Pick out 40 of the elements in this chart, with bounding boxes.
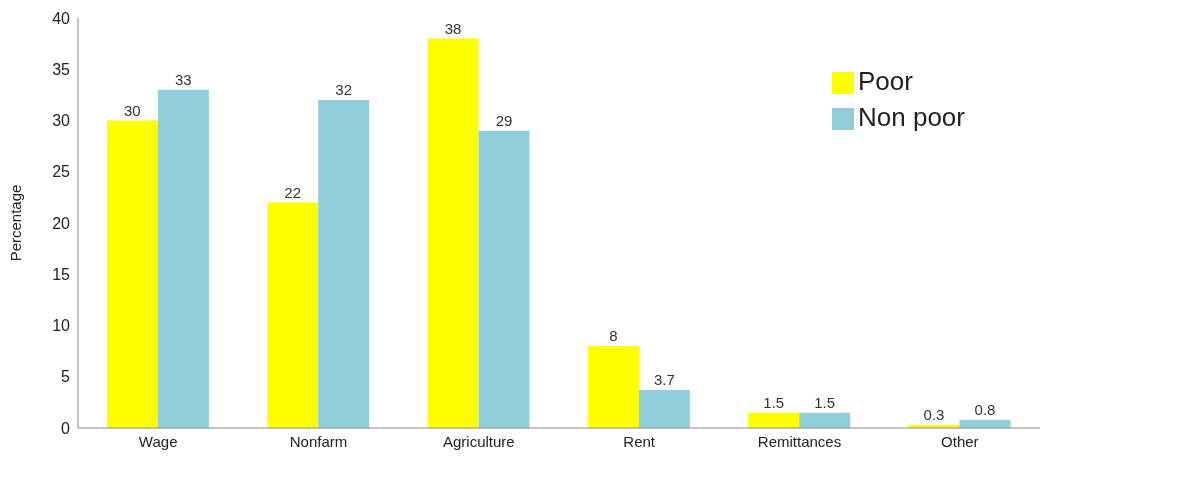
bar — [478, 130, 530, 428]
data-label: 22 — [284, 183, 302, 201]
bar — [748, 412, 800, 428]
bar — [427, 38, 479, 428]
y-tick-label: 15 — [52, 265, 71, 283]
bar — [638, 390, 690, 428]
data-label: 32 — [335, 81, 353, 98]
data-label: 1.5 — [814, 393, 836, 411]
bar — [267, 202, 319, 428]
data-label: 0.8 — [974, 400, 996, 418]
y-tick-label: 5 — [61, 368, 71, 386]
x-tick-label: Remittances — [757, 432, 842, 450]
legend-label: Non poor — [858, 102, 965, 132]
x-tick-label: Other — [941, 432, 979, 450]
y-tick-label: 20 — [52, 214, 71, 232]
legend-label: Poor — [858, 66, 913, 96]
data-label: 29 — [495, 111, 513, 129]
bar — [587, 346, 639, 428]
bar — [318, 100, 370, 428]
x-tick-label: Nonfarm — [289, 432, 348, 450]
data-label: 1.5 — [763, 393, 785, 411]
x-tick-label: Agriculture — [442, 432, 515, 450]
x-tick-label: Wage — [138, 432, 178, 450]
x-tick-label: Rent — [623, 432, 656, 450]
data-label: 38 — [444, 19, 462, 37]
data-label: 30 — [124, 101, 141, 119]
bar — [157, 89, 209, 428]
y-axis-title: Percentage — [7, 184, 25, 262]
data-label: 33 — [175, 70, 192, 88]
data-label: 8 — [609, 327, 618, 344]
y-tick-label: 10 — [52, 317, 71, 335]
y-tick-label: 40 — [52, 9, 71, 27]
data-label: 0.3 — [923, 405, 945, 423]
y-tick-label: 30 — [52, 112, 71, 130]
bar — [799, 412, 851, 428]
y-tick-label: 25 — [52, 163, 71, 181]
data-label: 3.7 — [653, 371, 675, 389]
y-tick-label: 0 — [61, 419, 71, 437]
bar — [106, 120, 158, 428]
y-tick-label: 35 — [52, 60, 71, 78]
